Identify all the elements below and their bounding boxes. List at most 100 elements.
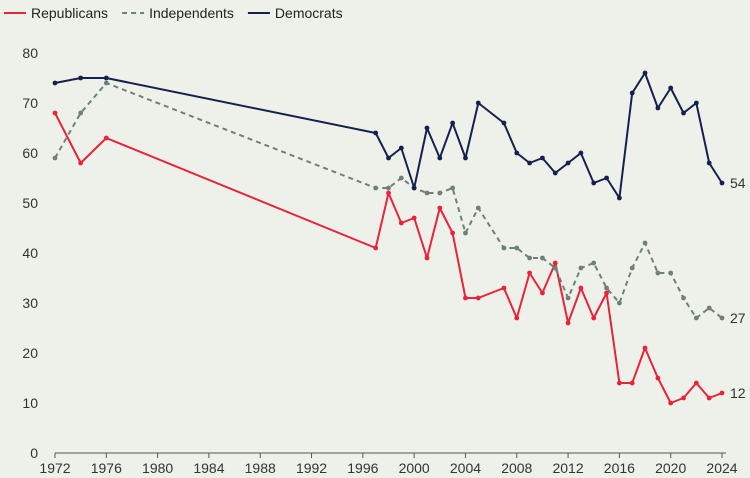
legend-label-democrats: Democrats [275, 5, 343, 21]
x-tick-label: 1980 [142, 460, 173, 476]
data-point-democrats [424, 125, 430, 131]
data-point-democrats [527, 160, 532, 166]
data-point-republicans [616, 380, 622, 386]
data-point-independents [693, 315, 699, 321]
data-point-independents [668, 270, 674, 276]
y-tick-label: 10 [22, 395, 38, 411]
data-point-democrats [373, 130, 379, 136]
data-point-democrats [655, 105, 661, 111]
data-point-independents [373, 185, 379, 191]
data-point-independents [540, 255, 545, 261]
x-tick-label: 1992 [296, 460, 327, 476]
data-point-independents [514, 245, 520, 251]
data-point-independents [527, 255, 532, 261]
data-point-republicans [655, 375, 661, 381]
end-label-democrats: 54 [730, 175, 746, 191]
data-point-independents [437, 190, 443, 196]
data-point-independents [642, 240, 648, 246]
data-point-republicans [668, 400, 674, 406]
y-tick-label: 30 [22, 295, 38, 311]
data-point-democrats [52, 80, 58, 86]
data-point-independents [604, 285, 609, 291]
data-point-independents [463, 230, 468, 236]
x-tick-label: 1988 [245, 460, 276, 476]
data-point-democrats [668, 85, 674, 91]
data-point-democrats [398, 145, 404, 151]
data-point-republicans [642, 345, 648, 351]
data-point-republicans [693, 380, 699, 386]
data-point-republicans [552, 260, 558, 266]
data-point-republicans [565, 320, 571, 326]
data-point-democrats [681, 110, 686, 116]
data-point-democrats [501, 120, 507, 126]
y-tick-label: 0 [30, 445, 38, 461]
data-point-independents [78, 110, 84, 116]
data-point-democrats [552, 170, 558, 176]
x-tick-label: 2000 [399, 460, 430, 476]
x-tick-label: 1976 [91, 460, 122, 476]
data-point-democrats [437, 155, 443, 161]
data-point-democrats [103, 75, 109, 81]
y-tick-label: 50 [22, 195, 38, 211]
data-point-independents [52, 155, 58, 161]
data-point-democrats [450, 120, 456, 126]
x-tick-label: 1984 [193, 460, 224, 476]
data-point-democrats [463, 155, 468, 161]
x-tick-label: 1972 [39, 460, 70, 476]
data-point-independents [591, 260, 597, 266]
data-point-democrats [616, 195, 622, 201]
data-point-republicans [501, 285, 507, 291]
x-tick-label: 2004 [450, 460, 481, 476]
x-tick-label: 1996 [347, 460, 378, 476]
data-point-republicans [591, 315, 597, 321]
data-point-democrats [604, 175, 609, 181]
data-point-democrats [411, 185, 417, 191]
data-point-republicans [604, 290, 609, 296]
data-point-republicans [514, 315, 520, 321]
data-point-republicans [706, 395, 712, 401]
data-point-republicans [540, 290, 545, 296]
data-point-republicans [103, 135, 109, 141]
data-point-republicans [78, 160, 84, 166]
y-tick-label: 70 [22, 95, 38, 111]
data-point-independents [719, 315, 725, 321]
data-point-democrats [642, 70, 648, 76]
legend-label-independents: Independents [149, 5, 234, 21]
data-point-independents [565, 295, 571, 301]
data-point-independents [475, 205, 481, 211]
data-point-independents [103, 80, 109, 86]
data-point-independents [706, 305, 712, 311]
data-point-republicans [527, 270, 532, 276]
x-tick-label: 2012 [552, 460, 583, 476]
data-point-republicans [398, 220, 404, 226]
data-point-democrats [514, 150, 520, 156]
data-point-democrats [475, 100, 481, 106]
data-point-democrats [706, 160, 712, 166]
data-point-independents [578, 265, 584, 271]
data-point-republicans [386, 190, 391, 196]
data-point-independents [552, 265, 558, 271]
end-label-republicans: 12 [730, 385, 746, 401]
data-point-democrats [693, 100, 699, 106]
legend-label-republicans: Republicans [31, 5, 108, 21]
x-tick-label: 2016 [604, 460, 635, 476]
data-point-democrats [386, 155, 391, 161]
data-point-republicans [719, 390, 725, 396]
y-tick-label: 80 [22, 45, 38, 61]
y-tick-label: 20 [22, 345, 38, 361]
data-point-republicans [681, 395, 686, 401]
data-point-independents [655, 270, 661, 276]
data-point-republicans [578, 285, 584, 291]
data-point-democrats [629, 90, 635, 96]
data-point-independents [501, 245, 507, 251]
end-label-independents: 27 [730, 310, 746, 326]
data-point-republicans [629, 380, 635, 386]
data-point-independents [450, 185, 456, 191]
y-tick-label: 40 [22, 245, 38, 261]
series-line-republicans [54, 112, 723, 404]
data-point-republicans [475, 295, 481, 301]
data-point-independents [398, 175, 404, 181]
y-tick-label: 60 [22, 145, 38, 161]
x-tick-label: 2020 [655, 460, 686, 476]
